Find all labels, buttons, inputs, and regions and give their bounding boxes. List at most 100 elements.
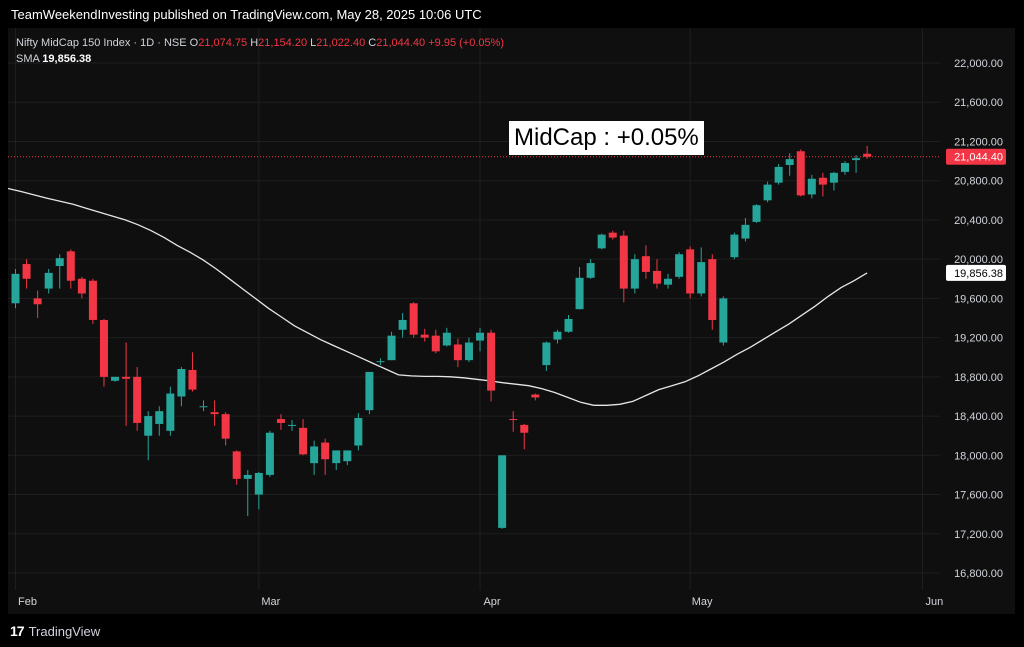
candle-up: [464, 342, 473, 361]
y-tick-label: 17,600.00: [954, 490, 1003, 502]
candle-up: [575, 277, 584, 310]
candle-up: [265, 432, 274, 475]
sma-value: 19,856.38: [42, 53, 92, 65]
candle-up: [841, 163, 849, 172]
x-tick-label: Feb: [18, 596, 37, 608]
candle-up: [332, 450, 341, 464]
candle-down: [431, 335, 440, 352]
candle-down: [409, 303, 418, 335]
sma-price-badge: [946, 264, 1006, 281]
candle-up: [553, 331, 562, 340]
y-tick-label: 19,600.00: [954, 293, 1003, 305]
candle-up: [442, 332, 451, 346]
candle-up: [177, 369, 186, 397]
candle-up: [697, 262, 706, 294]
sma-line: [7, 187, 868, 406]
candle-up: [11, 273, 20, 304]
x-tick-label: Jun: [926, 596, 944, 608]
candle-up: [719, 298, 728, 343]
candle-down: [708, 259, 717, 320]
candle-up: [365, 371, 374, 411]
candle-down: [321, 442, 330, 460]
candle-up: [387, 335, 396, 361]
candle-up: [852, 158, 861, 161]
candle-up: [44, 272, 53, 289]
candle-up: [254, 472, 263, 495]
tradingview-brand[interactable]: TradingView: [28, 623, 101, 639]
candle-up: [288, 424, 296, 426]
candle-up: [564, 318, 573, 332]
low-value: 21,022.40: [316, 37, 366, 49]
candle-down: [652, 270, 661, 284]
y-tick-label: 20,000.00: [954, 254, 1003, 266]
open-label: O: [189, 37, 199, 49]
candle-down: [210, 412, 219, 415]
tradingview-footer: 17 TradingView: [10, 623, 100, 639]
sma-label[interactable]: SMA: [16, 53, 40, 65]
candle-down: [22, 264, 31, 279]
candle-up: [807, 178, 816, 195]
candle-up: [55, 258, 64, 267]
symbol-title[interactable]: Nifty MidCap 150 Index · 1D · NSE: [16, 37, 187, 49]
close-value: 21,044.40: [376, 37, 426, 49]
candle-up: [343, 450, 352, 462]
candle-up: [376, 361, 385, 363]
y-tick-label: 18,800.00: [954, 372, 1003, 384]
close-label: C: [368, 37, 377, 49]
low-label: L: [310, 37, 317, 49]
ohlc-row: Nifty MidCap 150 Index · 1D · NSE O21,07…: [16, 35, 504, 51]
candle-down: [509, 419, 518, 421]
candle-up: [829, 172, 838, 183]
y-tick-label: 18,400.00: [954, 411, 1003, 423]
candle-up: [675, 254, 684, 277]
sma-price-label: 19,856.38: [954, 268, 1003, 280]
candle-up: [597, 234, 606, 249]
candle-down: [487, 332, 496, 391]
current-price-badge: [946, 148, 1006, 165]
candle-up: [155, 411, 164, 424]
x-tick-label: Apr: [483, 596, 500, 608]
candle-up: [354, 418, 363, 446]
candle-down: [299, 427, 308, 455]
sma-row: SMA 19,856.38: [16, 51, 504, 67]
x-tick-label: Mar: [261, 596, 280, 608]
candle-down: [619, 235, 628, 289]
candle-down: [122, 376, 131, 379]
candle-up: [752, 205, 761, 222]
high-label: H: [250, 37, 259, 49]
candle-up: [785, 159, 794, 165]
tradingview-logo-icon: 17: [10, 623, 25, 639]
candle-down: [77, 278, 86, 294]
current-price-label: 21,044.40: [954, 152, 1003, 164]
candle-down: [420, 334, 429, 338]
y-tick-label: 21,200.00: [954, 136, 1003, 148]
candle-up: [243, 474, 252, 479]
y-tick-label: 16,800.00: [954, 568, 1003, 580]
candle-down: [221, 414, 230, 439]
candle-down: [686, 249, 695, 294]
candle-down: [608, 232, 617, 238]
y-tick-label: 21,600.00: [954, 97, 1003, 109]
candle-down: [520, 424, 529, 433]
candle-up: [199, 406, 208, 408]
candle-down: [66, 251, 75, 281]
candle-down: [133, 376, 142, 423]
candle-up: [664, 278, 673, 285]
open-value: 21,074.75: [198, 37, 248, 49]
candle-up: [630, 259, 639, 289]
candle-up: [763, 184, 772, 201]
chart-legend: Nifty MidCap 150 Index · 1D · NSE O21,07…: [16, 35, 504, 67]
candle-down: [88, 280, 97, 320]
y-tick-label: 19,200.00: [954, 333, 1003, 345]
candle-down: [453, 344, 462, 361]
candle-up: [730, 234, 739, 258]
candle-down: [232, 451, 241, 479]
candle-down: [33, 298, 42, 305]
candle-up: [586, 263, 595, 278]
candle-up: [476, 332, 485, 341]
candle-down: [531, 394, 540, 398]
candle-up: [310, 446, 319, 464]
midcap-annotation[interactable]: MidCap : +0.05%: [509, 121, 704, 155]
